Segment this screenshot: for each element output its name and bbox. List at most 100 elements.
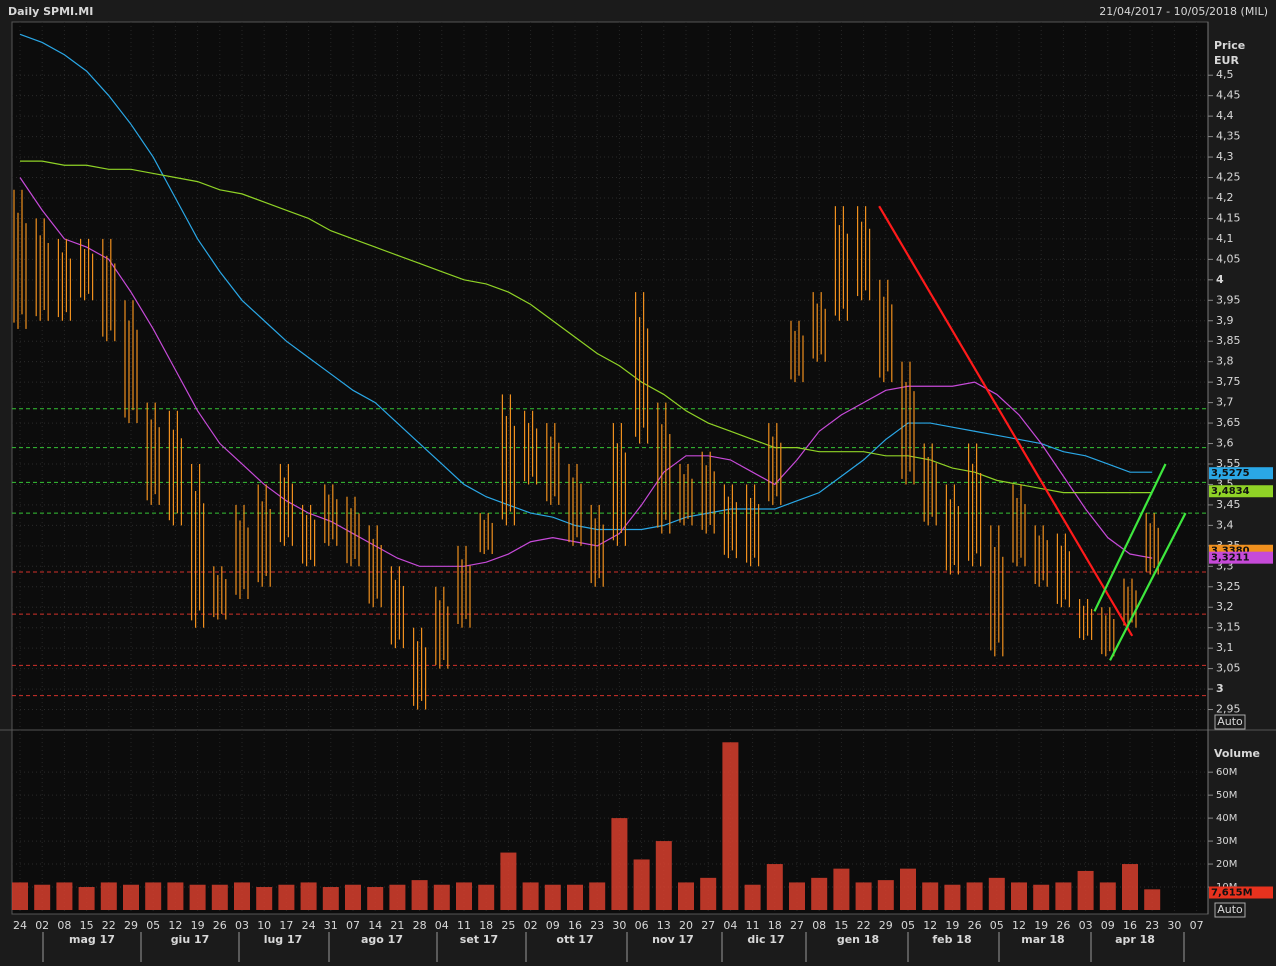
- volume-bar: [877, 880, 894, 910]
- y-tick-label: 3,15: [1216, 621, 1241, 634]
- y-tick-label: 4,5: [1216, 68, 1234, 81]
- x-tick-label: 09: [546, 919, 560, 932]
- x-tick-label: 06: [635, 919, 649, 932]
- y-tick-label: 4,4: [1216, 109, 1234, 122]
- volume-bar: [1055, 882, 1072, 910]
- y-tick-label: 4,05: [1216, 252, 1241, 265]
- volume-bar: [234, 882, 250, 910]
- x-tick-label: 14: [368, 919, 382, 932]
- month-label: dic 17: [747, 933, 784, 946]
- value-badge: [1209, 485, 1273, 498]
- x-tick-label: 04: [723, 919, 737, 932]
- y-axis-label: Price: [1214, 39, 1245, 52]
- volume-bar: [766, 864, 783, 910]
- y-tick-label: 3,45: [1216, 498, 1241, 511]
- volume-bar: [433, 884, 450, 910]
- y-axis-unit: EUR: [1214, 54, 1239, 67]
- volume-bar: [211, 884, 228, 910]
- auto-button[interactable]: [1214, 902, 1246, 918]
- volume-bar: [522, 882, 539, 910]
- volume-bar: [1077, 870, 1094, 910]
- x-tick-label: 23: [590, 919, 604, 932]
- y-tick-label: 3,75: [1216, 375, 1241, 388]
- auto-button[interactable]: [1214, 714, 1246, 730]
- volume-bar: [744, 884, 761, 910]
- month-label: mar 18: [1021, 933, 1064, 946]
- x-tick-label: 21: [390, 919, 404, 932]
- y-tick-label: 2,95: [1216, 703, 1241, 716]
- y-tick-label: 4: [1216, 273, 1224, 286]
- month-label: lug 17: [264, 933, 303, 946]
- x-tick-label: 30: [1167, 919, 1181, 932]
- x-tick-label: 24: [302, 919, 316, 932]
- x-tick-label: 22: [857, 919, 871, 932]
- value-badge: [1209, 551, 1273, 564]
- x-tick-label: 12: [168, 919, 182, 932]
- volume-bar: [411, 880, 428, 910]
- volume-bar: [278, 884, 295, 910]
- y-tick-label: 3,65: [1216, 416, 1241, 429]
- y-tick-label: 3,8: [1216, 355, 1234, 368]
- x-tick-label: 09: [1101, 919, 1115, 932]
- volume-bar: [922, 882, 939, 910]
- volume-tick-label: 30M: [1216, 836, 1237, 847]
- y-tick-label: 3,2: [1216, 600, 1234, 613]
- x-tick-label: 03: [235, 919, 249, 932]
- volume-bar: [345, 884, 361, 910]
- moving-average: [20, 160, 1153, 494]
- volume-tick-label: 20M: [1216, 859, 1237, 870]
- month-label: feb 18: [932, 933, 971, 946]
- y-tick-label: 4,1: [1216, 232, 1234, 245]
- month-label: gen 18: [837, 933, 879, 946]
- value-badge-label: 3,5275: [1211, 468, 1250, 479]
- y-tick-label: 4,45: [1216, 89, 1241, 102]
- volume-bar: [167, 882, 184, 910]
- volume-bar: [1122, 864, 1138, 910]
- volume-bar: [811, 877, 828, 910]
- x-tick-label: 12: [1012, 919, 1026, 932]
- x-tick-label: 28: [413, 919, 427, 932]
- volume-bar: [456, 882, 472, 910]
- volume-bar: [322, 887, 339, 910]
- y-tick-label: 3,05: [1216, 662, 1241, 675]
- volume-bar: [1011, 882, 1027, 910]
- month-label: giu 17: [171, 933, 210, 946]
- month-label: ago 17: [361, 933, 403, 946]
- y-tick-label: 4,2: [1216, 191, 1234, 204]
- volume-bar: [478, 884, 495, 910]
- x-tick-label: 18: [479, 919, 493, 932]
- date-range: 21/04/2017 - 10/05/2018 (MIL): [1099, 5, 1268, 18]
- x-tick-label: 29: [124, 919, 138, 932]
- x-tick-label: 27: [790, 919, 804, 932]
- moving-average: [19, 177, 1153, 567]
- volume-bar: [256, 887, 273, 910]
- value-badge: [1209, 467, 1273, 480]
- x-tick-label: 19: [945, 919, 959, 932]
- y-tick-label: 4,35: [1216, 130, 1241, 143]
- volume-bar: [1033, 884, 1050, 910]
- y-tick-label: 3,1: [1216, 641, 1234, 654]
- volume-bar: [367, 887, 384, 910]
- value-badge-label: 3,3380: [1211, 546, 1250, 557]
- y-tick-label: 3,7: [1216, 396, 1234, 409]
- auto-label[interactable]: Auto: [1217, 903, 1243, 916]
- volume-bar: [633, 859, 650, 910]
- y-tick-label: 3: [1216, 682, 1224, 695]
- x-tick-label: 02: [524, 919, 538, 932]
- x-tick-label: 24: [13, 919, 27, 932]
- x-tick-label: 05: [990, 919, 1004, 932]
- volume-bar: [78, 887, 95, 910]
- volume-bar: [123, 884, 139, 910]
- value-badge-label: 3,4834: [1211, 486, 1250, 497]
- volume-bar: [34, 884, 51, 910]
- y-tick-label: 3,25: [1216, 580, 1241, 593]
- volume-bar: [100, 882, 117, 910]
- volume-bar: [56, 882, 73, 910]
- x-tick-label: 26: [213, 919, 227, 932]
- volume-bar: [655, 841, 672, 910]
- auto-label[interactable]: Auto: [1217, 715, 1243, 728]
- x-tick-label: 08: [812, 919, 826, 932]
- x-tick-label: 23: [1145, 919, 1159, 932]
- moving-average: [19, 33, 1153, 531]
- trend-line: [1093, 463, 1167, 612]
